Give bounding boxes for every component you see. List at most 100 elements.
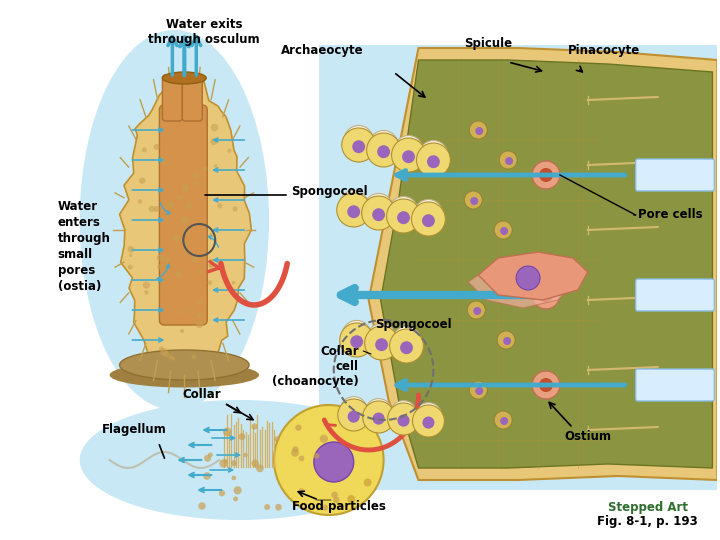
- FancyBboxPatch shape: [182, 75, 202, 121]
- FancyBboxPatch shape: [636, 369, 714, 401]
- Circle shape: [364, 326, 399, 360]
- Circle shape: [210, 259, 213, 262]
- Circle shape: [231, 460, 237, 466]
- Circle shape: [209, 265, 214, 269]
- Circle shape: [178, 194, 183, 200]
- Circle shape: [366, 133, 400, 167]
- Circle shape: [422, 214, 435, 227]
- Circle shape: [499, 151, 517, 169]
- Circle shape: [164, 256, 170, 262]
- Wedge shape: [368, 323, 395, 338]
- Circle shape: [348, 410, 360, 423]
- Circle shape: [154, 144, 160, 150]
- Circle shape: [361, 196, 395, 230]
- Circle shape: [274, 436, 279, 442]
- Circle shape: [299, 488, 304, 494]
- Circle shape: [475, 387, 483, 395]
- Text: Food particles: Food particles: [292, 500, 386, 513]
- Circle shape: [532, 281, 560, 309]
- Ellipse shape: [163, 72, 206, 84]
- Circle shape: [197, 300, 201, 304]
- Circle shape: [184, 230, 189, 234]
- Circle shape: [161, 114, 167, 122]
- Wedge shape: [341, 396, 366, 410]
- Circle shape: [181, 216, 189, 224]
- Polygon shape: [478, 252, 588, 300]
- Circle shape: [220, 459, 228, 468]
- Circle shape: [500, 227, 508, 235]
- Ellipse shape: [120, 350, 249, 380]
- Circle shape: [532, 161, 560, 189]
- Ellipse shape: [80, 30, 269, 410]
- Circle shape: [331, 491, 338, 498]
- Circle shape: [387, 199, 420, 233]
- Circle shape: [186, 202, 192, 209]
- Circle shape: [167, 201, 174, 208]
- Circle shape: [539, 168, 553, 182]
- Circle shape: [352, 140, 365, 153]
- Text: Fig. 8-1, p. 193: Fig. 8-1, p. 193: [598, 516, 698, 529]
- Circle shape: [192, 105, 198, 111]
- Circle shape: [377, 145, 390, 158]
- Circle shape: [291, 449, 299, 457]
- Circle shape: [223, 459, 228, 464]
- Circle shape: [400, 341, 413, 354]
- Circle shape: [320, 435, 328, 443]
- Circle shape: [185, 207, 189, 210]
- Circle shape: [184, 241, 189, 246]
- Wedge shape: [390, 197, 417, 211]
- Circle shape: [138, 199, 143, 204]
- Text: Archaeocyte: Archaeocyte: [281, 44, 364, 57]
- Circle shape: [264, 504, 270, 510]
- Text: Stepped Art: Stepped Art: [608, 502, 688, 515]
- Circle shape: [192, 354, 197, 360]
- Circle shape: [157, 254, 164, 261]
- Circle shape: [397, 211, 410, 224]
- FancyBboxPatch shape: [159, 105, 207, 325]
- Circle shape: [387, 403, 420, 435]
- Circle shape: [148, 206, 155, 212]
- Circle shape: [295, 424, 302, 431]
- Circle shape: [228, 148, 231, 153]
- Circle shape: [251, 460, 259, 467]
- Circle shape: [202, 166, 207, 171]
- Text: Spicule: Spicule: [464, 37, 512, 50]
- Circle shape: [233, 206, 238, 212]
- Circle shape: [390, 329, 423, 363]
- Circle shape: [127, 246, 135, 253]
- Circle shape: [214, 164, 217, 168]
- Text: Collar: Collar: [183, 388, 221, 402]
- Circle shape: [338, 399, 369, 431]
- Circle shape: [197, 312, 202, 318]
- Circle shape: [498, 331, 515, 349]
- Circle shape: [412, 202, 446, 236]
- Wedge shape: [415, 403, 441, 416]
- Circle shape: [392, 138, 426, 172]
- Circle shape: [299, 456, 305, 461]
- Circle shape: [143, 281, 150, 289]
- Wedge shape: [415, 199, 442, 214]
- Circle shape: [144, 291, 148, 295]
- Circle shape: [251, 423, 258, 430]
- Circle shape: [203, 472, 211, 480]
- Wedge shape: [420, 140, 447, 155]
- Circle shape: [372, 413, 384, 424]
- Circle shape: [217, 203, 222, 208]
- Circle shape: [500, 417, 508, 425]
- Circle shape: [233, 496, 238, 502]
- Circle shape: [427, 155, 440, 168]
- Circle shape: [192, 256, 198, 262]
- Circle shape: [232, 476, 236, 480]
- Circle shape: [243, 453, 248, 457]
- Circle shape: [129, 254, 132, 257]
- Circle shape: [275, 504, 282, 511]
- Text: Spongocoel: Spongocoel: [375, 318, 451, 331]
- Circle shape: [505, 157, 513, 165]
- Circle shape: [198, 502, 206, 510]
- Ellipse shape: [80, 400, 399, 520]
- Circle shape: [494, 221, 512, 239]
- Circle shape: [413, 405, 444, 437]
- Circle shape: [416, 143, 450, 177]
- Circle shape: [470, 197, 478, 205]
- Circle shape: [208, 453, 213, 457]
